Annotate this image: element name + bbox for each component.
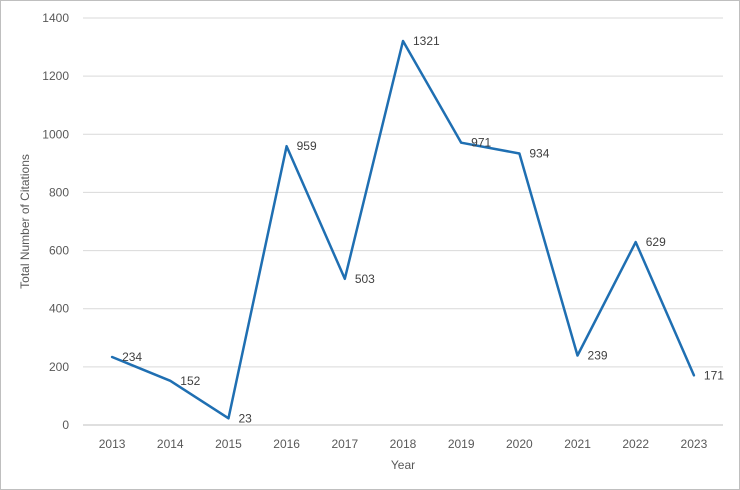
data-label: 971	[471, 136, 491, 150]
data-label: 959	[297, 139, 317, 153]
x-tick-label: 2017	[331, 437, 358, 451]
y-tick-label: 800	[49, 185, 69, 199]
series-line	[110, 39, 696, 420]
y-tick-label: 200	[49, 360, 69, 374]
data-labels: 234 152 23 959 503 1321 971 934 239 629 171	[122, 34, 724, 425]
data-label: 934	[529, 146, 549, 160]
data-label: 1321	[413, 34, 440, 48]
y-axis-ticks: 0 200 400 600 800 1000 1200 1400	[42, 11, 69, 432]
gridlines	[83, 17, 723, 426]
data-label: 503	[355, 272, 375, 286]
x-tick-label: 2020	[506, 437, 533, 451]
y-tick-label: 1200	[42, 69, 69, 83]
y-tick-label: 1400	[42, 11, 69, 25]
data-label: 171	[704, 368, 724, 382]
data-label: 152	[180, 374, 200, 388]
x-tick-label: 2023	[681, 437, 708, 451]
x-tick-label: 2018	[390, 437, 417, 451]
y-tick-label: 400	[49, 302, 69, 316]
x-tick-label: 2016	[273, 437, 300, 451]
data-label: 629	[646, 235, 666, 249]
x-tick-label: 2019	[448, 437, 475, 451]
data-label: 234	[122, 350, 142, 364]
x-tick-label: 2013	[99, 437, 126, 451]
x-tick-label: 2015	[215, 437, 242, 451]
y-tick-label: 0	[62, 418, 69, 432]
x-axis-title: Year	[391, 458, 415, 472]
y-axis-title: Total Number of Citations	[18, 154, 32, 289]
x-tick-label: 2021	[564, 437, 591, 451]
x-tick-label: 2022	[622, 437, 649, 451]
y-tick-label: 1000	[42, 127, 69, 141]
data-label: 239	[588, 349, 608, 363]
y-tick-label: 600	[49, 244, 69, 258]
data-label: 23	[238, 411, 252, 425]
x-tick-label: 2014	[157, 437, 184, 451]
x-axis-ticks: 2013 2014 2015 2016 2017 2018 2019 2020 2021 2022…	[99, 437, 708, 451]
